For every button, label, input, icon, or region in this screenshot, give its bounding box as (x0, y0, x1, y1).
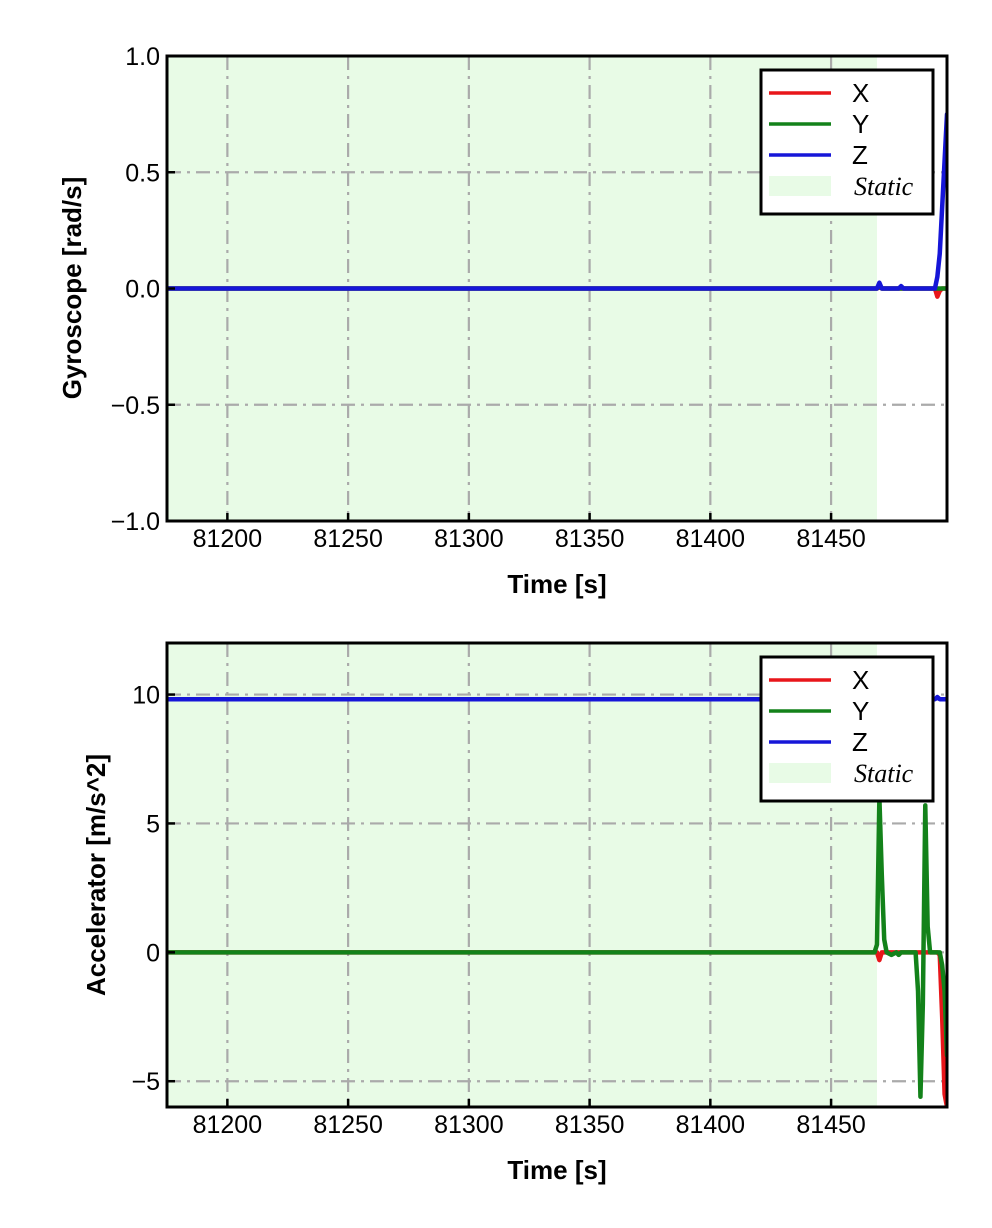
y-tick-label: −0.5 (111, 392, 160, 420)
y-axis-label: Accelerator [m/s^2] (81, 754, 111, 996)
y-tick-label: 0 (146, 939, 160, 967)
gyroscope-chart: 81200 81250 81300 81350 81400 81450 1.0 0.5 0.0… (57, 43, 949, 599)
legend-label-static: Static (854, 172, 914, 201)
y-tick-labels: 10 5 0 −5 (131, 682, 160, 1097)
static-region (167, 643, 877, 1107)
y-tick-label: 0.0 (125, 276, 160, 304)
y-tick-label: 0.5 (125, 159, 160, 187)
legend-swatch-static (769, 176, 831, 196)
x-axis-label: Time [s] (507, 1155, 606, 1185)
tick-marks (167, 54, 833, 523)
legend-label-x: X (852, 78, 869, 108)
x-tick-label: 81200 (193, 1111, 263, 1139)
x-tick-label: 81400 (676, 525, 746, 553)
x-tick-labels: 81200 81250 81300 81350 81400 81450 (193, 1111, 866, 1139)
y-tick-label: 10 (132, 682, 160, 710)
x-axis-label: Time [s] (507, 569, 606, 599)
plot-frame (165, 641, 949, 1109)
x-tick-label: 81350 (555, 1111, 625, 1139)
series-group (167, 111, 947, 299)
x-tick-label: 81250 (313, 525, 383, 553)
series-line-z (167, 111, 947, 291)
x-tick-label: 81450 (796, 1111, 866, 1139)
legend-label-x: X (852, 665, 869, 695)
x-tick-labels: 81200 81250 81300 81350 81400 81450 (193, 525, 866, 553)
x-tick-label: 81450 (796, 525, 866, 553)
legend: X Y Z Static (759, 68, 935, 216)
y-tick-labels: 1.0 0.5 0.0 −0.5 −1.0 (111, 43, 160, 536)
series-line-y (167, 795, 947, 1099)
tick-marks (167, 693, 833, 1107)
legend-label-y: Y (852, 109, 869, 139)
y-tick-label: −1.0 (111, 508, 160, 536)
y-axis-label: Gyroscope [rad/s] (57, 177, 87, 400)
x-tick-label: 81200 (193, 525, 263, 553)
y-tick-label: 1.0 (125, 43, 160, 71)
x-tick-label: 81300 (434, 525, 504, 553)
y-tick-label: 5 (146, 810, 160, 838)
legend-swatch-static (769, 763, 831, 783)
legend-label-y: Y (852, 696, 869, 726)
legend-label-z: Z (852, 140, 868, 170)
x-tick-label: 81250 (313, 1111, 383, 1139)
x-tick-label: 81400 (676, 1111, 746, 1139)
legend-label-z: Z (852, 727, 868, 757)
legend: X Y Z Static (759, 655, 935, 803)
x-tick-label: 81300 (434, 1111, 504, 1139)
accelerator-chart: 81200 81250 81300 81350 81400 81450 10 5 0 −5 Ti… (81, 641, 949, 1185)
y-tick-label: −5 (131, 1068, 160, 1096)
x-tick-label: 81350 (555, 525, 625, 553)
legend-label-static: Static (854, 759, 914, 788)
